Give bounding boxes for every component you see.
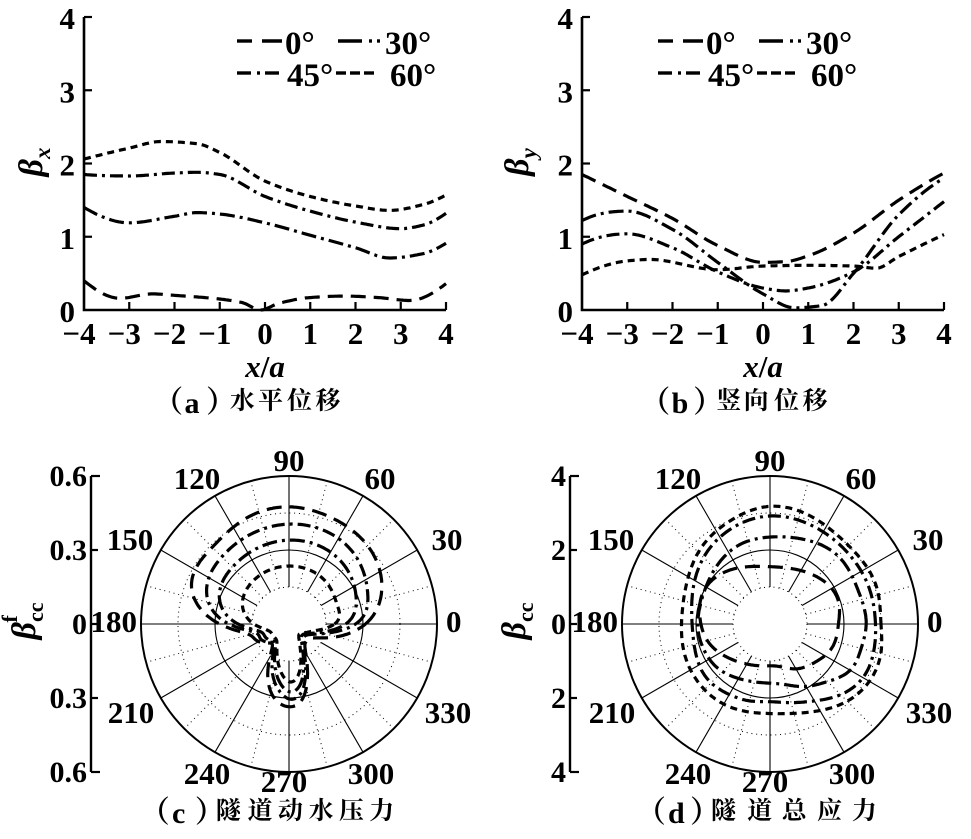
svg-text:330: 330 (906, 695, 953, 730)
svg-text:270: 270 (261, 764, 308, 799)
svg-text:0: 0 (558, 294, 574, 329)
svg-text:3: 3 (393, 316, 409, 351)
svg-text:120: 120 (174, 461, 221, 496)
svg-text:240: 240 (665, 756, 712, 791)
svg-text:60: 60 (846, 461, 877, 496)
svg-text:0.6: 0.6 (50, 460, 88, 493)
svg-text:0: 0 (927, 604, 943, 639)
svg-text:210: 210 (589, 695, 636, 730)
svg-text:0.3: 0.3 (50, 682, 88, 715)
svg-text:4: 4 (558, 1, 574, 36)
svg-text:0: 0 (257, 316, 273, 351)
svg-text:3: 3 (558, 74, 574, 109)
svg-text:0°: 0° (706, 26, 736, 62)
svg-text:a: a (185, 387, 200, 420)
svg-text:b: b (672, 387, 689, 420)
svg-text:4: 4 (60, 1, 76, 36)
svg-text:150: 150 (107, 522, 154, 557)
svg-text:180: 180 (91, 604, 138, 639)
svg-text:330: 330 (425, 695, 472, 730)
svg-text:4: 4 (551, 460, 566, 493)
svg-text:4: 4 (551, 756, 566, 789)
svg-text:d: d (668, 797, 685, 830)
svg-text:−4: −4 (62, 316, 95, 351)
svg-text:x/a: x/a (742, 349, 783, 384)
svg-text:45°: 45° (287, 58, 333, 94)
svg-text:0: 0 (72, 608, 87, 641)
svg-text:2: 2 (551, 534, 566, 567)
svg-text:150: 150 (588, 522, 635, 557)
svg-text:60: 60 (365, 461, 396, 496)
svg-text:x/a: x/a (244, 349, 285, 384)
svg-text:4: 4 (438, 316, 454, 351)
svg-text:1: 1 (801, 316, 817, 351)
svg-text:0: 0 (446, 604, 462, 639)
svg-text:1: 1 (303, 316, 319, 351)
svg-text:−3: −3 (108, 316, 141, 351)
svg-text:−2: −2 (153, 316, 186, 351)
svg-text:30: 30 (432, 522, 463, 557)
svg-text:0.6: 0.6 (50, 756, 88, 789)
svg-text:c: c (172, 797, 185, 830)
svg-text:−4: −4 (560, 316, 593, 351)
svg-text:2: 2 (551, 682, 566, 715)
svg-text:−2: −2 (651, 316, 684, 351)
svg-text:3: 3 (891, 316, 907, 351)
svg-text:3: 3 (60, 74, 76, 109)
svg-text:120: 120 (655, 461, 702, 496)
svg-text:30°: 30° (385, 26, 431, 62)
svg-text:βcc: βcc (496, 602, 538, 641)
svg-text:300: 300 (829, 756, 876, 791)
svg-text:1: 1 (60, 221, 76, 256)
svg-text:2: 2 (348, 316, 364, 351)
svg-text:180: 180 (572, 604, 619, 639)
svg-text:−1: −1 (696, 316, 729, 351)
svg-text:270: 270 (742, 764, 789, 799)
svg-text:2: 2 (558, 148, 574, 183)
svg-text:1: 1 (558, 221, 574, 256)
svg-text:βccf: βccf (0, 602, 48, 641)
svg-text:60°: 60° (390, 58, 436, 94)
svg-text:90: 90 (274, 443, 305, 478)
svg-text:4: 4 (936, 316, 952, 351)
svg-text:0°: 0° (285, 26, 315, 62)
svg-text:−3: −3 (606, 316, 639, 351)
svg-text:0: 0 (755, 316, 771, 351)
svg-text:60°: 60° (811, 58, 857, 94)
svg-text:30°: 30° (806, 26, 852, 62)
svg-text:90: 90 (755, 443, 786, 478)
svg-text:210: 210 (108, 695, 155, 730)
svg-text:300: 300 (348, 756, 395, 791)
svg-text:0: 0 (551, 608, 566, 641)
svg-text:0: 0 (60, 294, 76, 329)
svg-text:30: 30 (913, 522, 944, 557)
svg-text:−1: −1 (198, 316, 231, 351)
svg-text:2: 2 (846, 316, 862, 351)
svg-text:240: 240 (184, 756, 231, 791)
svg-text:45°: 45° (708, 58, 754, 94)
svg-text:2: 2 (60, 148, 76, 183)
svg-text:0.3: 0.3 (50, 534, 88, 567)
